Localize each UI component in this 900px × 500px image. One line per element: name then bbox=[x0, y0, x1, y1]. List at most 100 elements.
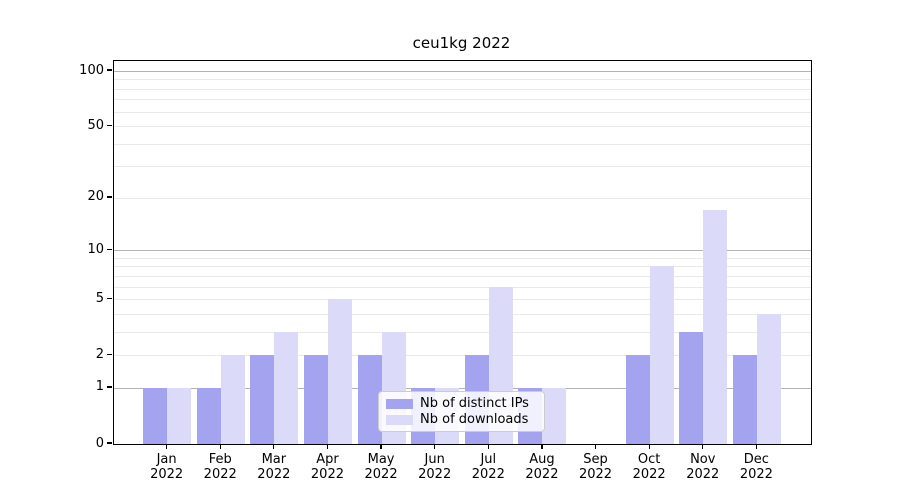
bar-downloads-dec bbox=[756, 313, 781, 444]
y-tick-mark bbox=[107, 353, 112, 355]
legend-item-downloads: Nb of downloads bbox=[386, 412, 537, 427]
y-tick-label: 50 bbox=[87, 117, 104, 133]
y-tick-label: 2 bbox=[95, 346, 104, 362]
legend-swatch-distinct-ips bbox=[386, 398, 413, 409]
x-tick-month: Sep bbox=[583, 452, 608, 467]
minor-gridline bbox=[114, 299, 811, 301]
bar-downloads-jan bbox=[167, 387, 192, 444]
major-gridline bbox=[114, 250, 811, 252]
bar-distinct-ips-nov bbox=[679, 331, 704, 444]
minor-gridline bbox=[114, 88, 811, 90]
x-tick-label: Jan 2022 bbox=[132, 452, 202, 482]
x-tick-mark bbox=[594, 444, 597, 449]
x-tick-year: 2022 bbox=[525, 467, 559, 482]
x-tick-month: Jun bbox=[424, 452, 445, 467]
legend: Nb of distinct IPs Nb of downloads bbox=[378, 391, 545, 432]
x-tick-label: May 2022 bbox=[346, 452, 416, 482]
major-gridline bbox=[114, 387, 811, 389]
x-tick-mark bbox=[541, 444, 543, 449]
x-tick-mark bbox=[219, 444, 221, 449]
x-tick-label: Mar 2022 bbox=[239, 452, 309, 482]
x-tick-year: 2022 bbox=[578, 467, 613, 482]
x-tick-month: May bbox=[367, 452, 395, 467]
bar-downloads-feb bbox=[220, 355, 245, 444]
minor-gridline bbox=[114, 99, 811, 101]
y-tick-mark bbox=[107, 442, 112, 444]
y-tick-mark bbox=[107, 386, 112, 388]
x-tick-month: Jul bbox=[480, 452, 497, 467]
x-tick-year: 2022 bbox=[150, 467, 184, 482]
minor-gridline bbox=[114, 266, 811, 268]
x-tick-mark bbox=[380, 444, 382, 449]
bar-distinct-ips-apr bbox=[303, 355, 328, 444]
bar-downloads-oct bbox=[649, 266, 674, 444]
x-tick-label: Aug 2022 bbox=[507, 452, 577, 482]
y-tick-mark bbox=[107, 124, 112, 126]
legend-item-distinct-ips: Nb of distinct IPs bbox=[386, 396, 537, 411]
minor-gridline bbox=[114, 313, 811, 315]
x-tick-year: 2022 bbox=[203, 467, 237, 482]
x-tick-month: Dec bbox=[743, 452, 769, 467]
bar-downloads-apr bbox=[327, 299, 352, 444]
x-tick-mark bbox=[487, 444, 489, 449]
x-tick-year: 2022 bbox=[310, 467, 344, 482]
x-tick-label: Sep 2022 bbox=[561, 452, 631, 482]
legend-label-downloads: Nb of downloads bbox=[420, 412, 529, 427]
bar-downloads-mar bbox=[274, 331, 299, 444]
minor-gridline bbox=[114, 79, 811, 81]
x-tick-month: Oct bbox=[637, 452, 661, 467]
x-tick-mark bbox=[648, 444, 650, 449]
bar-downloads-nov bbox=[703, 210, 728, 444]
x-tick-mark bbox=[755, 444, 757, 449]
x-tick-year: 2022 bbox=[739, 467, 773, 482]
x-tick-mark bbox=[273, 444, 275, 449]
x-tick-month: Apr bbox=[316, 452, 339, 467]
minor-gridline bbox=[114, 286, 811, 288]
bar-distinct-ips-oct bbox=[625, 355, 650, 444]
y-tick-label: 1 bbox=[95, 379, 104, 395]
y-tick-mark bbox=[107, 297, 112, 299]
major-gridline bbox=[114, 71, 811, 72]
bar-downloads-aug bbox=[542, 387, 567, 444]
y-tick-label: 0 bbox=[95, 435, 104, 451]
x-tick-month: Nov bbox=[690, 452, 716, 467]
minor-gridline bbox=[114, 275, 811, 277]
x-tick-year: 2022 bbox=[686, 467, 720, 482]
x-tick-label: Nov 2022 bbox=[668, 452, 738, 482]
x-tick-year: 2022 bbox=[418, 467, 452, 482]
y-tick-mark bbox=[107, 69, 112, 71]
bar-distinct-ips-may bbox=[357, 355, 382, 444]
plot-area bbox=[113, 60, 812, 445]
minor-gridline bbox=[114, 331, 811, 333]
minor-gridline bbox=[114, 355, 811, 357]
y-tick-mark bbox=[107, 248, 112, 250]
x-tick-label: Oct 2022 bbox=[614, 452, 684, 482]
y-tick-label: 20 bbox=[87, 189, 104, 205]
x-tick-mark bbox=[702, 444, 704, 449]
legend-label-distinct-ips: Nb of distinct IPs bbox=[420, 396, 529, 411]
x-tick-month: Jan bbox=[156, 452, 177, 467]
x-tick-month: Feb bbox=[208, 452, 232, 467]
y-tick-label: 5 bbox=[95, 290, 104, 306]
x-tick-year: 2022 bbox=[632, 467, 666, 482]
bar-distinct-ips-mar bbox=[250, 355, 275, 444]
x-tick-label: Feb 2022 bbox=[185, 452, 255, 482]
x-tick-mark bbox=[326, 444, 329, 449]
bar-distinct-ips-dec bbox=[732, 355, 757, 444]
x-tick-mark bbox=[166, 444, 168, 449]
chart-title: ceu1kg 2022 bbox=[412, 34, 511, 52]
minor-gridline bbox=[114, 257, 811, 259]
y-tick-label: 100 bbox=[79, 62, 104, 78]
x-tick-label: Dec 2022 bbox=[721, 452, 791, 482]
y-tick-label: 10 bbox=[87, 241, 104, 257]
x-tick-month: Mar bbox=[261, 452, 287, 467]
bar-distinct-ips-jan bbox=[143, 387, 168, 444]
x-tick-label: Jun 2022 bbox=[400, 452, 470, 482]
minor-gridline bbox=[114, 143, 811, 145]
x-tick-month: Aug bbox=[529, 452, 555, 467]
x-tick-year: 2022 bbox=[471, 467, 505, 482]
x-tick-label: Apr 2022 bbox=[292, 452, 362, 482]
minor-gridline bbox=[114, 166, 811, 168]
minor-gridline bbox=[114, 111, 811, 113]
